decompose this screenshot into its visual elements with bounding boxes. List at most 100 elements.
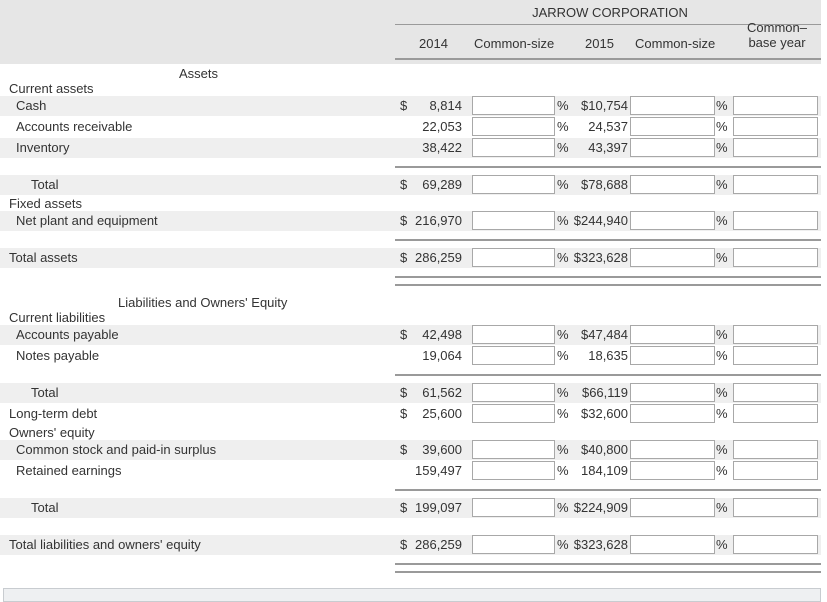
common-size-2015-input[interactable] — [630, 175, 715, 194]
value-2014: 39,600 — [422, 442, 462, 457]
row-label: Notes payable — [16, 348, 100, 363]
common-size-2014-input[interactable] — [472, 535, 555, 554]
row-label: Cash — [16, 98, 47, 113]
common-base-year-input[interactable] — [733, 96, 818, 115]
common-base-year-input[interactable] — [733, 498, 818, 517]
common-base-year-input[interactable] — [733, 535, 818, 554]
common-size-2014-input[interactable] — [472, 440, 555, 459]
common-base-year-input[interactable] — [733, 404, 818, 423]
common-base-year-input[interactable] — [733, 346, 818, 365]
value-2015: $40,800 — [581, 442, 628, 457]
common-size-2015-input[interactable] — [630, 461, 715, 480]
section-assets: Assets — [179, 66, 219, 81]
common-size-2014-input[interactable] — [472, 461, 555, 480]
common-base-year-input[interactable] — [733, 211, 818, 230]
common-size-2014-input[interactable] — [472, 117, 555, 136]
common-size-2015-input[interactable] — [630, 440, 715, 459]
dollar-sign: $ — [400, 406, 408, 421]
value-2014: 286,259 — [415, 537, 462, 552]
common-size-2014-input[interactable] — [472, 138, 555, 157]
common-size-2015-input[interactable] — [630, 498, 715, 517]
section-owners-equity: Owners' equity — [9, 425, 95, 440]
common-size-2015-input[interactable] — [630, 535, 715, 554]
row-label: Net plant and equipment — [16, 213, 158, 228]
percent-sign: % — [716, 119, 728, 134]
common-size-2015-input[interactable] — [630, 117, 715, 136]
common-base-year-input[interactable] — [733, 461, 818, 480]
value-2014: 159,497 — [415, 463, 462, 478]
common-size-2014-input[interactable] — [472, 175, 555, 194]
value-2015: $32,600 — [581, 406, 628, 421]
value-2014: 25,600 — [422, 406, 462, 421]
row-label: Total assets — [9, 250, 78, 265]
common-size-2015-input[interactable] — [630, 138, 715, 157]
common-size-2014-input[interactable] — [472, 498, 555, 517]
percent-sign: % — [557, 537, 569, 552]
value-2015: 43,397 — [588, 140, 628, 155]
common-size-2015-input[interactable] — [630, 211, 715, 230]
row-label: Total — [31, 385, 59, 400]
common-size-2014-input[interactable] — [472, 211, 555, 230]
section-liabilities-equity: Liabilities and Owners' Equity — [118, 295, 288, 310]
common-size-2014-input[interactable] — [472, 248, 555, 267]
row-label: Accounts payable — [16, 327, 119, 342]
common-base-year-input[interactable] — [733, 440, 818, 459]
common-size-2014-input[interactable] — [472, 383, 555, 402]
common-base-year-input[interactable] — [733, 248, 818, 267]
common-base-year-input[interactable] — [733, 138, 818, 157]
dollar-sign: $ — [400, 385, 408, 400]
common-size-2015-input[interactable] — [630, 248, 715, 267]
common-base-year-input[interactable] — [733, 175, 818, 194]
percent-sign: % — [557, 140, 569, 155]
common-size-2015-input[interactable] — [630, 96, 715, 115]
row-label: Total — [31, 177, 59, 192]
row-label: Total liabilities and owners' equity — [9, 537, 201, 552]
value-2015: 24,537 — [588, 119, 628, 134]
bottom-panel — [3, 588, 821, 602]
percent-sign: % — [557, 327, 569, 342]
percent-sign: % — [557, 442, 569, 457]
percent-sign: % — [716, 406, 728, 421]
value-2015: $66,119 — [581, 385, 628, 400]
percent-sign: % — [557, 98, 569, 113]
percent-sign: % — [557, 406, 569, 421]
percent-sign: % — [716, 442, 728, 457]
dollar-sign: $ — [400, 442, 408, 457]
percent-sign: % — [557, 348, 569, 363]
section-fixed-assets: Fixed assets — [9, 196, 82, 211]
row-label: Total — [31, 500, 59, 515]
common-size-2014-input[interactable] — [472, 404, 555, 423]
row-band — [0, 175, 821, 195]
common-size-2015-input[interactable] — [630, 404, 715, 423]
percent-sign: % — [557, 500, 569, 515]
dollar-sign: $ — [400, 500, 408, 515]
row-band — [0, 325, 821, 345]
common-size-2014-input[interactable] — [472, 346, 555, 365]
value-2015: $224,909 — [573, 500, 628, 515]
percent-sign: % — [716, 385, 728, 400]
percent-sign: % — [716, 98, 728, 113]
value-2014: 216,970 — [415, 213, 462, 228]
percent-sign: % — [716, 140, 728, 155]
row-separator — [395, 166, 821, 168]
common-base-year-input[interactable] — [733, 325, 818, 344]
common-size-2014-input[interactable] — [472, 325, 555, 344]
common-base-year-input[interactable] — [733, 383, 818, 402]
percent-sign: % — [716, 500, 728, 515]
row-label: Long-term debt — [9, 406, 98, 421]
common-size-2014-input[interactable] — [472, 96, 555, 115]
common-size-2015-input[interactable] — [630, 383, 715, 402]
common-size-2015-input[interactable] — [630, 346, 715, 365]
col-header-2015: 2015 — [585, 36, 614, 51]
value-2014: 61,562 — [422, 385, 462, 400]
row-separator — [395, 571, 821, 573]
row-label: Common stock and paid-in surplus — [16, 442, 217, 457]
percent-sign: % — [716, 250, 728, 265]
common-size-2015-input[interactable] — [630, 325, 715, 344]
value-2014: 38,422 — [422, 140, 462, 155]
common-base-year-input[interactable] — [733, 117, 818, 136]
percent-sign: % — [716, 327, 728, 342]
row-separator — [395, 489, 821, 491]
percent-sign: % — [716, 348, 728, 363]
col-header-common-size-2015: Common-size — [635, 36, 716, 51]
